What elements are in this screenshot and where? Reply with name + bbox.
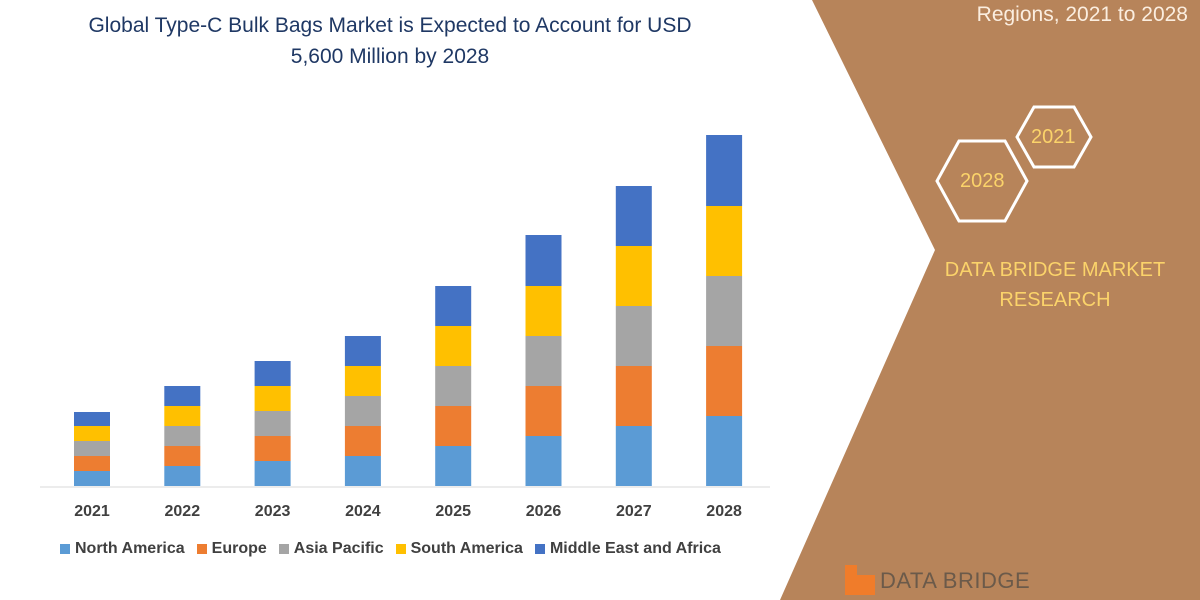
bar-2026-north-america: [525, 436, 562, 486]
title-line-1: Global Type-C Bulk Bags Market is Expect…: [88, 14, 692, 37]
bar-2028-middle-east-and-africa: [706, 135, 743, 206]
bars: [74, 135, 743, 486]
bar-2026-south-america: [525, 286, 562, 336]
hexagon-2028: [935, 139, 1029, 223]
x-tick-label: 2027: [616, 503, 652, 520]
bar-2024-middle-east-and-africa: [344, 336, 381, 366]
bar-2021-south-america: [74, 426, 110, 441]
bar-2021-asia-pacific: [74, 441, 110, 456]
bar-2028-asia-pacific: [706, 276, 743, 346]
legend-label: Asia Pacific: [293, 540, 384, 557]
year-end-badge: 2028: [960, 170, 1005, 192]
legend-label: Europe: [211, 540, 267, 557]
bar-2025-south-america: [435, 326, 472, 366]
legend-swatch: [60, 544, 70, 554]
bar-2022-asia-pacific: [164, 426, 201, 446]
brand-name: DATA BRIDGE MARKET RESEARCH: [925, 255, 1185, 315]
chart-title: Global Type-C Bulk Bags Market is Expect…: [40, 10, 740, 72]
bar-2024-europe: [344, 426, 381, 456]
bar-2023-europe: [254, 436, 291, 461]
legend-item: Asia Pacific: [278, 540, 384, 558]
legend-item: Europe: [196, 540, 267, 558]
bar-2027-south-america: [615, 246, 652, 306]
bar-2023-asia-pacific: [254, 411, 291, 436]
bar-2022-middle-east-and-africa: [164, 386, 201, 406]
title-line-2: 5,600 Million by 2028: [290, 45, 490, 68]
x-tick-label: 2022: [164, 503, 201, 520]
bar-2026-middle-east-and-africa: [525, 235, 562, 286]
x-tick-label: 2021: [74, 503, 110, 520]
bar-2025-europe: [435, 406, 472, 446]
bar-2025-middle-east-and-africa: [435, 286, 472, 326]
bar-2026-europe: [525, 386, 562, 436]
x-tick-label: 2024: [345, 503, 381, 520]
legend-item: South America: [395, 540, 523, 558]
bar-2022-north-america: [164, 466, 201, 486]
side-title-text: Regions, 2021 to 2028: [976, 3, 1188, 26]
bar-2026-asia-pacific: [525, 336, 562, 386]
bar-2023-middle-east-and-africa: [254, 361, 291, 386]
bar-2024-south-america: [344, 366, 381, 396]
x-tick-label: 2026: [525, 503, 562, 520]
brand-line-2: RESEARCH: [999, 289, 1111, 311]
logo-icon: [845, 565, 875, 595]
bar-2021-europe: [74, 456, 110, 471]
bar-2024-north-america: [344, 456, 381, 486]
bar-2021-north-america: [74, 471, 110, 486]
bar-2021-middle-east-and-africa: [74, 412, 110, 426]
legend-label: Middle East and Africa: [549, 540, 721, 557]
legend-item: Middle East and Africa: [534, 540, 721, 558]
bar-2027-north-america: [615, 426, 652, 486]
legend-label: South America: [410, 540, 523, 557]
legend-item: North America: [60, 540, 185, 558]
bar-2028-europe: [706, 346, 743, 416]
brand-line-1: DATA BRIDGE MARKET: [944, 259, 1166, 281]
bar-2027-europe: [615, 366, 652, 426]
brand-panel: [780, 0, 1200, 600]
bar-2022-europe: [164, 446, 201, 466]
legend-swatch: [395, 544, 406, 554]
bar-2028-south-america: [706, 206, 743, 276]
bar-2028-north-america: [706, 416, 743, 486]
legend-swatch: [278, 544, 289, 554]
bar-2023-north-america: [254, 461, 291, 486]
bar-2025-north-america: [435, 446, 472, 486]
x-tick-label: 2028: [706, 503, 742, 520]
year-start-badge: 2021: [1031, 126, 1076, 148]
x-tick-label: 2025: [435, 503, 471, 520]
x-tick-label: 2023: [254, 503, 291, 520]
logo-text: DATA BRIDGE: [880, 568, 1031, 593]
bar-2022-south-america: [164, 406, 201, 426]
bar-2024-asia-pacific: [344, 396, 381, 426]
legend-swatch: [196, 544, 207, 554]
bar-2023-south-america: [254, 386, 291, 411]
legend-swatch: [534, 544, 545, 554]
side-title: Regions, 2021 to 2028: [977, 2, 1188, 28]
bar-2027-asia-pacific: [615, 306, 652, 366]
bar-2027-middle-east-and-africa: [615, 186, 652, 246]
legend: North America Europe Asia Pacific South Ame…: [60, 540, 721, 558]
hexagon-2021: [1015, 105, 1093, 169]
legend-label: North America: [75, 540, 185, 557]
bar-2025-asia-pacific: [435, 366, 472, 406]
